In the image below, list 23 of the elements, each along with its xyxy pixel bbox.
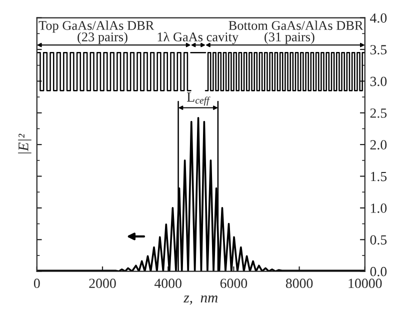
annotation: 1λ GaAs cavity: [158, 32, 239, 44]
x-tick-label: 8000: [286, 278, 313, 288]
annotation: (23 pairs): [78, 32, 128, 44]
x-tick-label: 4000: [154, 278, 182, 288]
x-axis-title: z, nm: [184, 295, 218, 305]
y-tick-label: 4.0: [370, 13, 387, 23]
y-tick-label: 1.5: [370, 172, 387, 182]
y-tick-label: 3.0: [370, 76, 387, 86]
y-axis-title: |E|²: [18, 134, 32, 154]
y-tick-label: 0.5: [370, 235, 387, 245]
x-tick-label: 2000: [89, 278, 116, 288]
x-tick-label: 6000: [220, 278, 248, 288]
y-tick-label: 1.0: [370, 204, 387, 213]
annotation: (31 pairs): [264, 32, 314, 44]
y-tick-label: 2.0: [370, 140, 387, 150]
ref-line-label: L$_{ceff}$: [186, 92, 210, 106]
x-tick-label: 10000: [348, 278, 382, 288]
annotation: Top GaAs/AlAs DBR: [38, 20, 154, 33]
y-tick-label: 2.5: [370, 108, 387, 118]
x-tick-label: 0: [34, 278, 40, 288]
y-tick-label: 3.5: [370, 45, 387, 54]
annotation: Bottom GaAs/AlAs DBR: [228, 20, 364, 30]
y-tick-label: 0.0: [370, 266, 387, 276]
